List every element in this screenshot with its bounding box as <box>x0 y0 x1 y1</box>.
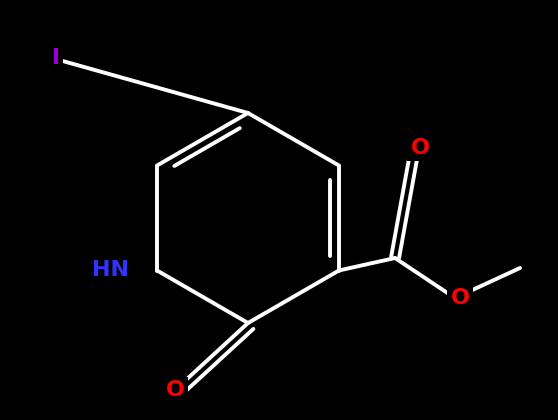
Text: O: O <box>166 380 185 400</box>
Text: HN: HN <box>92 260 129 281</box>
Text: I: I <box>52 48 60 68</box>
Text: O: O <box>450 288 469 308</box>
Text: O: O <box>411 138 430 158</box>
